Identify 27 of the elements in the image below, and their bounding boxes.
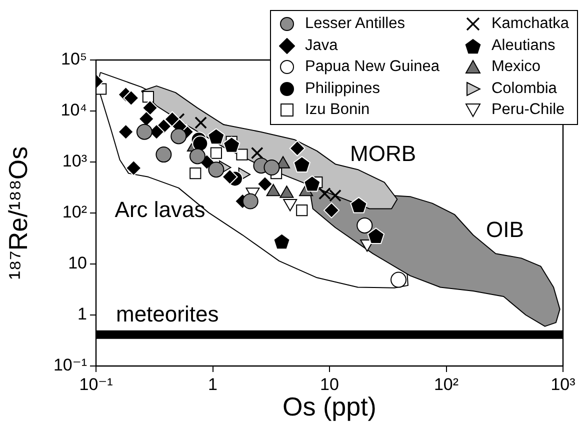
y-tick-label: 1 bbox=[78, 304, 87, 324]
x-tick-label: 10² bbox=[434, 374, 459, 394]
legend-label: Mexico bbox=[491, 58, 541, 76]
x-tick-label: 10 bbox=[320, 374, 339, 394]
legend-label: Kamchatka bbox=[491, 15, 569, 34]
annotation: MORB bbox=[350, 141, 416, 166]
x-tick-label: 10³ bbox=[550, 374, 576, 394]
y-tick-label: 10 bbox=[68, 254, 87, 273]
y-tick-label: 10³ bbox=[62, 152, 88, 171]
legend-label: Peru-Chile bbox=[491, 101, 565, 120]
legend-label: Philippines bbox=[305, 80, 380, 98]
legend-label: Java bbox=[305, 36, 338, 55]
annotation: OIB bbox=[486, 217, 524, 242]
y-tick-label: 10² bbox=[62, 202, 88, 222]
legend-label: Izu Bonin bbox=[305, 101, 370, 120]
y-tick-label: 10⁴ bbox=[60, 100, 87, 120]
band-label: meteorites bbox=[116, 301, 219, 326]
legend-label: Colombia bbox=[491, 80, 557, 98]
y-tick-label: 10⁻¹ bbox=[53, 356, 88, 375]
x-tick-label: 1 bbox=[208, 374, 218, 394]
legend-label: Aleutians bbox=[491, 36, 556, 55]
x-axis-title: Os (ppt) bbox=[282, 392, 376, 422]
y-axis-title: ¹⁸⁷Re/¹⁸⁸Os bbox=[2, 146, 33, 280]
y-tick-label: 10⁵ bbox=[61, 50, 87, 69]
legend-label: Lesser Antilles bbox=[305, 15, 405, 34]
legend-label: Papua New Guinea bbox=[305, 58, 440, 76]
annotation: Arc lavas bbox=[114, 197, 206, 222]
